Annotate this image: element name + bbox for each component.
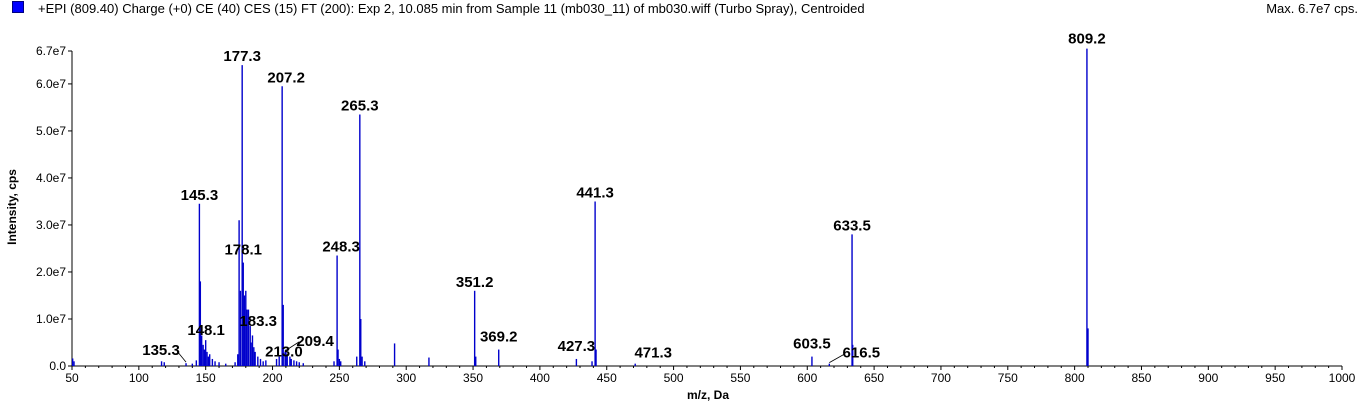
y-axis-label: Intensity, cps <box>5 169 19 245</box>
x-tick-label: 900 <box>1198 371 1218 385</box>
x-tick-label: 700 <box>931 371 951 385</box>
peak-label: 178.1 <box>224 242 262 259</box>
x-tick-label: 800 <box>1065 371 1085 385</box>
y-tick-label: 1.0e7 <box>36 312 66 326</box>
x-tick-label: 850 <box>1131 371 1151 385</box>
x-tick-label: 600 <box>797 371 817 385</box>
x-tick-label: 350 <box>463 371 483 385</box>
peak-label: 441.3 <box>576 184 614 201</box>
max-intensity-label: Max. 6.7e7 cps. <box>1266 1 1358 16</box>
peak-label: 427.3 <box>558 338 596 355</box>
x-tick-label: 650 <box>864 371 884 385</box>
series-legend-swatch <box>12 1 24 13</box>
annotation-leader <box>176 350 187 363</box>
y-tick-label: 0.0 <box>49 359 66 373</box>
peak-label: 213.0 <box>265 344 303 361</box>
x-tick-label: 150 <box>196 371 216 385</box>
peak-label: 209.4 <box>296 333 334 350</box>
peak-label: 207.2 <box>267 69 305 86</box>
peak-label: 148.1 <box>187 322 225 339</box>
peak-label: 177.3 <box>223 48 261 65</box>
peak-label: 351.2 <box>456 274 494 291</box>
x-tick-label: 200 <box>263 371 283 385</box>
peak-label: 265.3 <box>341 97 379 114</box>
peak-label: 248.3 <box>322 239 360 256</box>
chart-header: +EPI (809.40) Charge (+0) CE (40) CES (1… <box>0 0 1360 18</box>
peak-label: 369.2 <box>480 329 518 346</box>
annotation-leader <box>829 353 846 363</box>
x-tick-label: 550 <box>730 371 750 385</box>
peak-label: 616.5 <box>843 345 881 362</box>
y-tick-label: 6.7e7 <box>36 44 66 58</box>
peak-label: 183.3 <box>239 313 277 330</box>
x-tick-label: 500 <box>664 371 684 385</box>
x-tick-label: 1000 <box>1329 371 1356 385</box>
y-tick-label: 2.0e7 <box>36 265 66 279</box>
peak-label: 145.3 <box>181 187 219 204</box>
x-tick-label: 100 <box>129 371 149 385</box>
peak-label: 809.2 <box>1068 31 1106 48</box>
y-tick-label: 4.0e7 <box>36 171 66 185</box>
x-axis-label: m/z, Da <box>687 388 729 402</box>
peak-label: 603.5 <box>793 336 831 353</box>
chart-title: +EPI (809.40) Charge (+0) CE (40) CES (1… <box>38 1 865 16</box>
peak-label: 633.5 <box>833 217 871 234</box>
x-tick-label: 750 <box>998 371 1018 385</box>
chart-axes: 50 100 150 200 250 300 350 400 450 500 550 600 650 70… <box>36 44 1356 385</box>
spectrum-peaks <box>71 48 1089 366</box>
x-tick-label: 400 <box>530 371 550 385</box>
y-tick-label: 5.0e7 <box>36 124 66 138</box>
annotation-leader <box>284 341 300 352</box>
x-tick-label: 950 <box>1265 371 1285 385</box>
x-tick-label: 250 <box>329 371 349 385</box>
peak-annotations: 809.2 177.3 207.2 265.3 441.3 145.3 633.5 248.3… <box>142 31 1106 363</box>
peak-label: 471.3 <box>634 345 672 362</box>
y-tick-label: 6.0e7 <box>36 77 66 91</box>
x-tick-label: 50 <box>65 371 79 385</box>
peak-label: 135.3 <box>142 342 180 359</box>
y-tick-label: 3.0e7 <box>36 218 66 232</box>
x-tick-label: 450 <box>597 371 617 385</box>
x-tick-label: 300 <box>396 371 416 385</box>
